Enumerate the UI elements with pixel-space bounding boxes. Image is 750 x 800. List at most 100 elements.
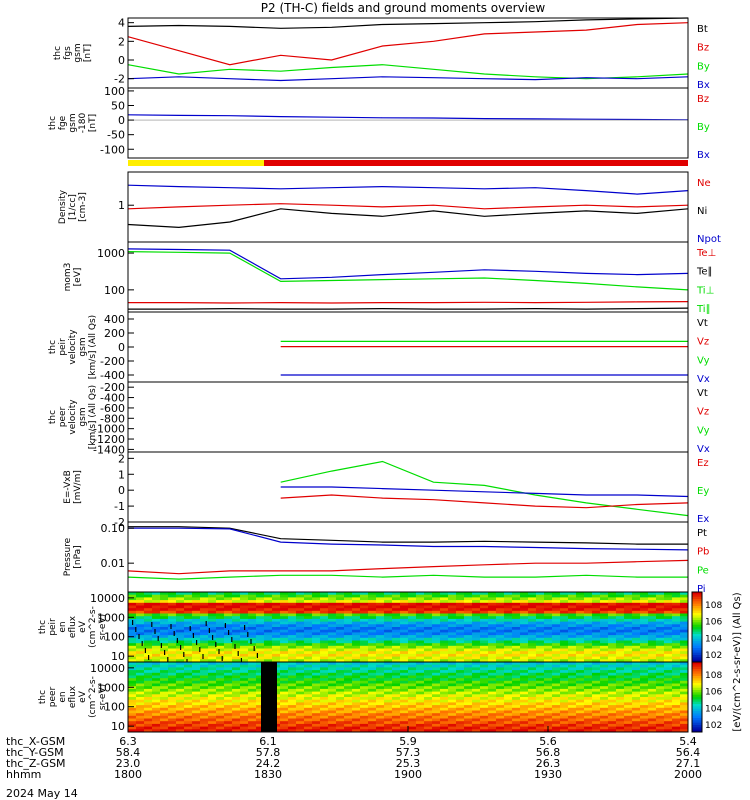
heatmap-cell xyxy=(504,610,513,614)
heatmap-cell xyxy=(472,643,481,647)
heatmap-cell xyxy=(640,645,649,649)
heatmap-cell xyxy=(528,600,537,604)
heatmap-cell xyxy=(624,594,633,598)
heatmap-cell xyxy=(520,683,529,687)
heatmap-cell xyxy=(344,688,353,693)
heatmap-cell xyxy=(136,627,145,631)
heatmap-cell xyxy=(400,705,409,709)
heatmap-cell xyxy=(544,691,553,695)
heatmap-cell xyxy=(576,629,585,633)
heatmap-cell xyxy=(376,640,385,644)
heatmap-cell xyxy=(424,637,433,641)
heatmap-cell xyxy=(568,605,577,609)
heatmap-cell xyxy=(488,608,497,612)
heatmap-cell xyxy=(640,643,649,647)
heatmap-cell xyxy=(408,643,417,647)
heatmap-cell xyxy=(336,597,345,601)
heatmap-cell xyxy=(480,629,489,633)
heatmap-cell xyxy=(680,691,689,695)
heatmap-cell xyxy=(320,629,329,633)
series-pressure-Pt xyxy=(128,526,688,545)
heatmap-cell xyxy=(536,651,545,655)
heatmap-cell xyxy=(144,707,153,711)
heatmap-cell xyxy=(624,610,633,614)
heatmap-cell xyxy=(176,627,185,631)
sparse-cell xyxy=(244,625,246,630)
heatmap-cell xyxy=(432,640,441,644)
heatmap-cell xyxy=(640,624,649,628)
heatmap-cell xyxy=(672,723,681,728)
heatmap-cell xyxy=(608,659,617,663)
heatmap-cell xyxy=(496,627,505,631)
heatmap-cell xyxy=(240,688,249,693)
heatmap-cell xyxy=(504,688,513,693)
heatmap-cell xyxy=(496,697,505,701)
heatmap-cell xyxy=(256,680,265,684)
heatmap-cell xyxy=(488,656,497,660)
heatmap-cell xyxy=(536,672,545,676)
heatmap-cell xyxy=(592,648,601,652)
heatmap-cell xyxy=(416,702,425,706)
heatmap-cell xyxy=(544,686,553,690)
heatmap-cell xyxy=(320,600,329,604)
heatmap-cell xyxy=(552,653,561,658)
colorbar-cell xyxy=(692,671,702,675)
heatmap-cell xyxy=(344,637,353,641)
heatmap-cell xyxy=(288,726,297,730)
heatmap-cell xyxy=(264,629,273,633)
heatmap-cell xyxy=(248,637,257,641)
heatmap-cell xyxy=(360,653,369,658)
y-label-line: [mV/m] xyxy=(73,470,83,504)
heatmap-cell xyxy=(376,621,385,625)
heatmap-cell xyxy=(376,616,385,620)
heatmap-cell xyxy=(680,688,689,693)
heatmap-cell xyxy=(416,710,425,714)
heatmap-cell xyxy=(424,627,433,631)
heatmap-cell xyxy=(328,640,337,644)
heatmap-cell xyxy=(680,707,689,711)
heatmap-cell xyxy=(320,699,329,703)
y-axis-label: thc peir velocity gsm [km/s] (All Qs) xyxy=(48,315,98,379)
heatmap-cell xyxy=(200,640,209,644)
heatmap-cell xyxy=(520,721,529,725)
heatmap-cell xyxy=(312,608,321,612)
heatmap-cell xyxy=(576,621,585,625)
heatmap-cell xyxy=(480,635,489,639)
heatmap-cell xyxy=(392,721,401,725)
heatmap-cell xyxy=(624,635,633,639)
heatmap-cell xyxy=(504,592,513,596)
heatmap-cell xyxy=(560,610,569,614)
heatmap-cell xyxy=(344,621,353,625)
heatmap-cell xyxy=(456,632,465,636)
heatmap-cell xyxy=(496,648,505,652)
heatmap-cell xyxy=(344,651,353,655)
heatmap-cell xyxy=(336,664,345,668)
heatmap-cell xyxy=(256,600,265,604)
heatmap-cell xyxy=(520,610,529,614)
heatmap-cell xyxy=(672,686,681,690)
heatmap-cell xyxy=(464,651,473,655)
heatmap-cell xyxy=(488,662,497,666)
heatmap-cell xyxy=(208,705,217,709)
heatmap-cell xyxy=(368,629,377,633)
heatmap-cell xyxy=(360,616,369,620)
heatmap-cell xyxy=(376,610,385,614)
heatmap-cell xyxy=(232,613,241,617)
heatmap-cell xyxy=(392,726,401,730)
heatmap-cell xyxy=(240,592,249,596)
heatmap-cell xyxy=(384,694,393,698)
heatmap-cell xyxy=(376,624,385,628)
heatmap-cell xyxy=(344,713,353,717)
heatmap-cell xyxy=(600,648,609,652)
heatmap-cell xyxy=(176,594,185,598)
heatmap-cell xyxy=(456,662,465,666)
series-pressure-Pe xyxy=(127,574,688,580)
heatmap-cell xyxy=(328,672,337,676)
y-label-line: [km/s] (All Qs) xyxy=(88,315,98,379)
heatmap-cell xyxy=(424,594,433,598)
heatmap-cell xyxy=(560,605,569,609)
heatmap-cell xyxy=(320,713,329,717)
heatmap-cell xyxy=(672,629,681,633)
heatmap-cell xyxy=(520,621,529,625)
heatmap-cell xyxy=(328,691,337,695)
